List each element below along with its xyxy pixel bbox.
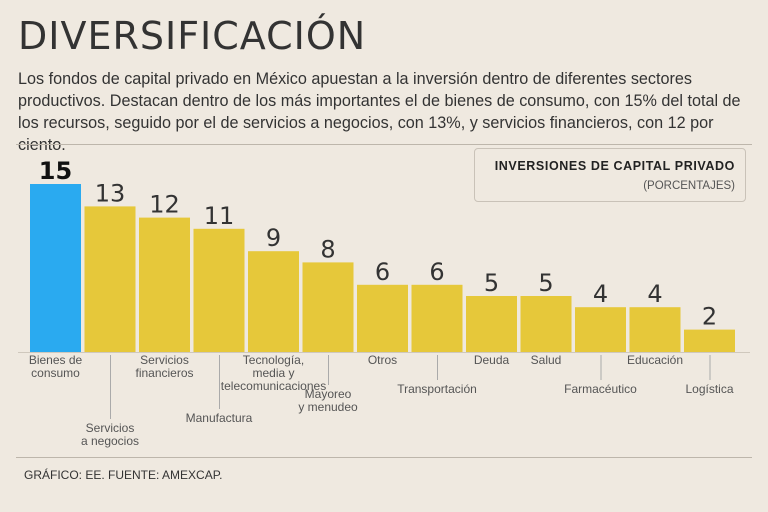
category-label: Mayoreo y menudeo — [298, 387, 358, 414]
value-label: 6 — [429, 258, 444, 286]
category-label: Logística — [685, 382, 733, 396]
category-label: Servicios a negocios — [81, 421, 139, 448]
category-label: Salud — [531, 353, 562, 367]
value-label: 4 — [647, 280, 662, 308]
category-label: Transportación — [397, 382, 477, 396]
bar — [193, 228, 245, 352]
bar — [84, 206, 136, 352]
value-label: 4 — [593, 280, 608, 308]
category-label: Bienes de consumo — [29, 353, 83, 380]
top-divider — [16, 144, 752, 145]
bar — [248, 251, 299, 352]
bar — [520, 296, 572, 352]
value-label: 5 — [538, 269, 553, 297]
bar — [411, 284, 463, 352]
category-label: Educación — [627, 353, 683, 367]
value-label: 9 — [266, 224, 281, 252]
bar — [684, 329, 735, 352]
bar — [575, 307, 626, 352]
value-label: 5 — [484, 269, 499, 297]
legend-title: INVERSIONES DE CAPITAL PRIVADO — [494, 159, 735, 173]
category-label: Deuda — [474, 353, 510, 367]
value-label: 15 — [39, 157, 72, 185]
value-label: 12 — [149, 191, 180, 219]
category-label: Otros — [368, 353, 397, 367]
category-label: Farmacéutico — [564, 382, 637, 396]
source-credit: GRÁFICO: EE. FUENTE: AMEXCAP. — [24, 468, 223, 482]
value-label: 2 — [702, 303, 717, 331]
value-label: 6 — [375, 258, 390, 286]
bar — [629, 307, 681, 352]
bar — [357, 284, 408, 352]
category-label: Tecnología, media y telecomunicaciones — [221, 353, 326, 393]
bottom-divider — [16, 457, 752, 458]
bar — [302, 262, 354, 352]
category-label: Manufactura — [186, 411, 253, 425]
category-label: Servicios financieros — [135, 353, 193, 380]
chart-description: Los fondos de capital privado en México … — [18, 70, 741, 154]
legend-subtitle: (PORCENTAJES) — [643, 180, 735, 192]
bar — [139, 217, 190, 352]
legend-box: INVERSIONES DE CAPITAL PRIVADO (PORCENTA… — [474, 148, 746, 202]
value-label: 13 — [95, 179, 126, 207]
bar — [30, 184, 81, 352]
chart-title: DIVERSIFICACIÓN — [18, 14, 367, 58]
bar — [466, 296, 517, 352]
value-label: 11 — [204, 202, 235, 230]
value-label: 8 — [320, 235, 335, 263]
